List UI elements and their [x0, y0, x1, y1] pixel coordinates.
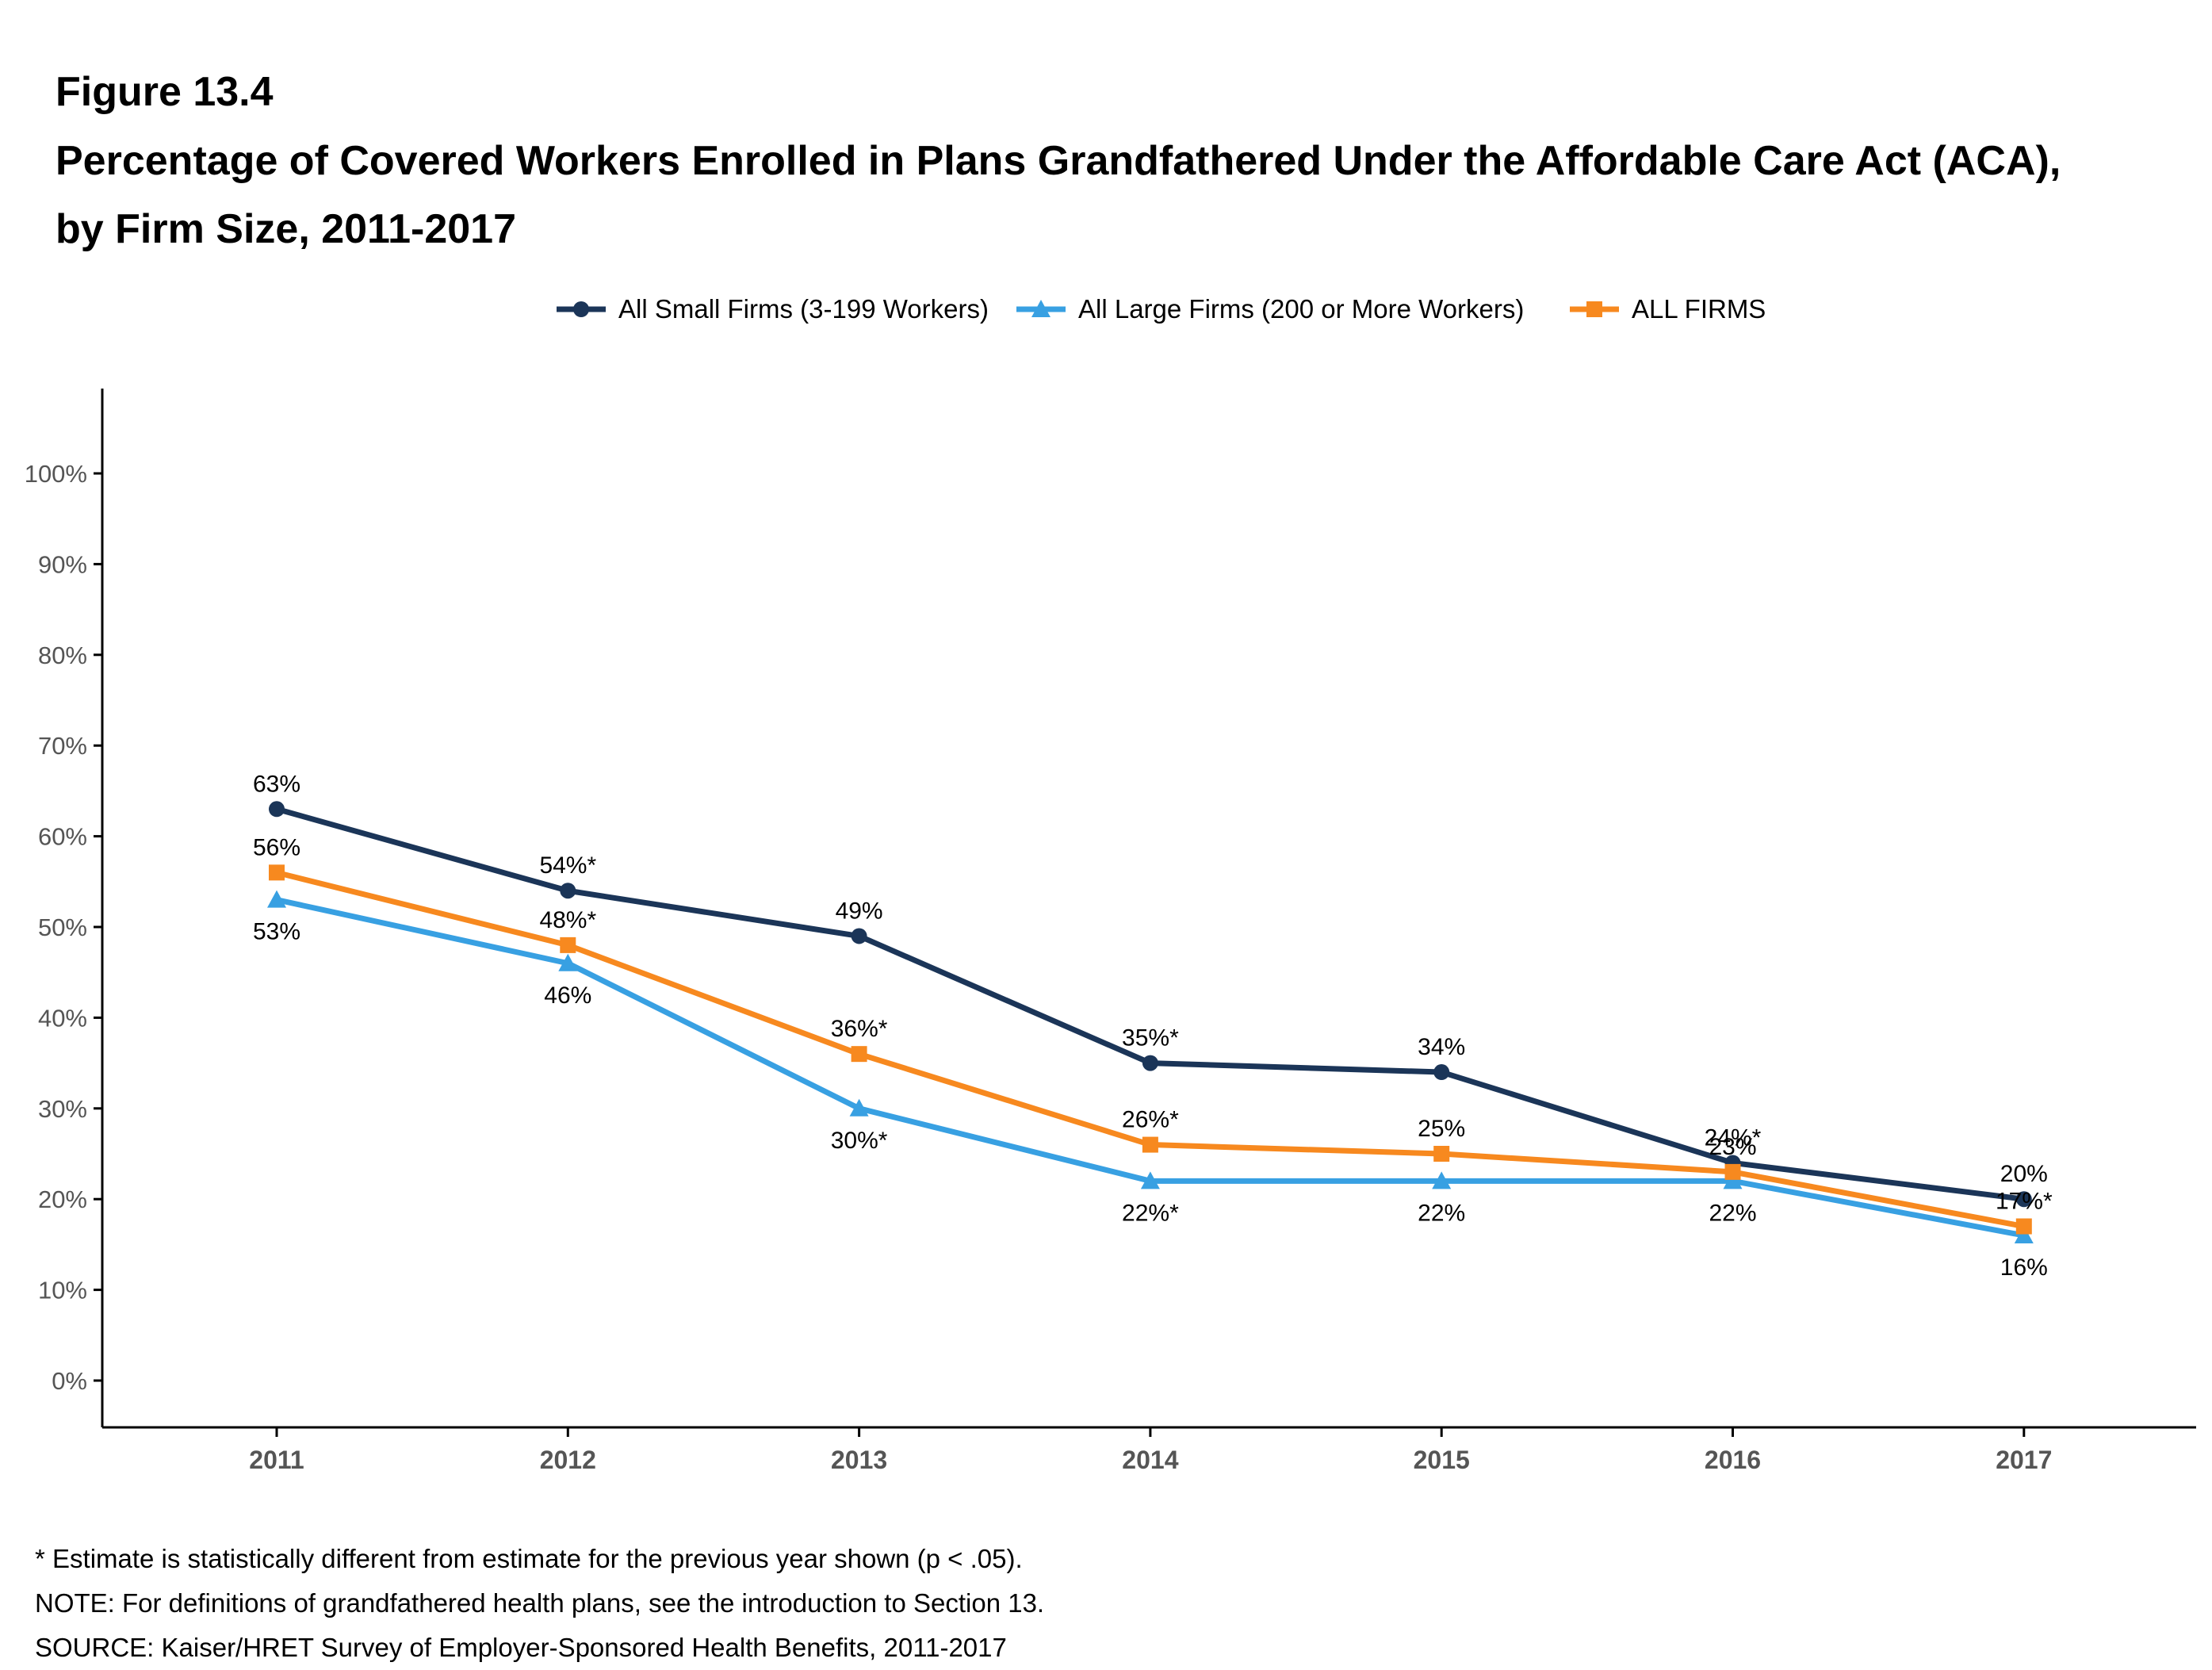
x-tick-label: 2012	[540, 1446, 596, 1474]
legend-item-large-firms: All Large Firms (200 or More Workers)	[1015, 285, 1524, 333]
data-label: 17%*	[1996, 1189, 2053, 1215]
data-point	[560, 883, 576, 899]
legend-label: All Small Firms (3-199 Workers)	[618, 294, 989, 324]
x-tick-label: 2016	[1705, 1446, 1761, 1474]
y-tick-label: 10%	[38, 1277, 87, 1304]
chart-notes: * Estimate is statistically different fr…	[35, 1537, 1044, 1670]
data-label: 22%	[1709, 1200, 1756, 1226]
data-label: 46%	[544, 982, 591, 1009]
data-point	[1723, 1171, 1743, 1189]
data-label: 49%	[836, 898, 883, 924]
legend-label: ALL FIRMS	[1632, 294, 1766, 324]
figure-number: Figure 13.4	[55, 69, 274, 115]
data-point	[1142, 1055, 1158, 1071]
data-point	[1433, 1146, 1450, 1162]
legend-item-all-firms: ALL FIRMS	[1568, 285, 1766, 333]
x-tick-label: 2017	[1996, 1446, 2052, 1474]
data-point	[1724, 1163, 1741, 1180]
x-tick-label: 2015	[1414, 1446, 1470, 1474]
data-label: 20%	[2000, 1161, 2048, 1187]
data-point	[851, 1046, 867, 1063]
data-point	[269, 864, 285, 881]
y-tick-label: 100%	[25, 460, 87, 488]
y-tick-label: 0%	[52, 1367, 87, 1395]
series-triangle	[267, 890, 2034, 1243]
y-tick-label: 80%	[38, 642, 87, 669]
figure-title: Percentage of Covered Workers Enrolled i…	[55, 138, 2061, 252]
data-point	[1432, 1171, 1452, 1189]
y-tick-label: 60%	[38, 823, 87, 851]
significance-note: * Estimate is statistically different fr…	[35, 1544, 1023, 1573]
data-label: 23%	[1709, 1134, 1756, 1160]
x-axis-ticks: 2011 2012 2013 2014 2015 2016 2017	[249, 1427, 2052, 1474]
x-tick-label: 2013	[831, 1446, 887, 1474]
data-label: 35%*	[1122, 1025, 1179, 1051]
data-point	[267, 890, 286, 908]
data-point	[1142, 1136, 1158, 1153]
data-label: 53%	[253, 919, 300, 945]
y-tick-label: 20%	[38, 1185, 87, 1213]
series-square	[269, 864, 2032, 1235]
data-label: 24%*	[1705, 1124, 1762, 1151]
y-axis-ticks: 0% 10% 20% 30% 40% 50% 60% 70% 80% 90% 100%	[25, 460, 102, 1395]
definition-note: NOTE: For definitions of grandfathered h…	[35, 1588, 1045, 1618]
data-point	[1433, 1064, 1450, 1081]
data-point	[2015, 1218, 2032, 1235]
data-labels: 63% 54%* 49% 35%* 34% 24%* 20% 53% 46% 30%* 22%* 22…	[253, 771, 2053, 1281]
data-label: 48%*	[539, 907, 596, 933]
data-point	[851, 928, 867, 944]
source-note: SOURCE: Kaiser/HRET Survey of Employer-S…	[35, 1633, 1007, 1662]
data-label: 30%*	[831, 1128, 888, 1154]
data-label: 16%	[2000, 1254, 2048, 1281]
data-label: 25%	[1418, 1116, 1465, 1142]
legend-marker-circle	[557, 301, 606, 317]
data-label: 36%*	[831, 1016, 888, 1042]
data-label: 34%	[1418, 1034, 1465, 1060]
y-tick-label: 90%	[38, 550, 87, 578]
data-point	[269, 801, 285, 818]
data-point	[1140, 1171, 1160, 1189]
data-label: 22%*	[1122, 1200, 1179, 1226]
x-tick-label: 2011	[249, 1446, 304, 1474]
legend-label: All Large Firms (200 or More Workers)	[1078, 294, 1525, 324]
data-point	[558, 953, 578, 971]
chart-series	[267, 801, 2034, 1243]
legend-marker-square	[1570, 301, 1619, 317]
data-point	[560, 937, 576, 953]
y-tick-label: 40%	[38, 1004, 87, 1032]
legend-marker-triangle	[1016, 300, 1066, 317]
y-tick-label: 50%	[38, 914, 87, 941]
data-label: 26%*	[1122, 1107, 1179, 1133]
y-tick-label: 30%	[38, 1095, 87, 1123]
data-label: 63%	[253, 771, 300, 797]
y-tick-label: 70%	[38, 732, 87, 760]
data-point	[2014, 1225, 2034, 1243]
data-point	[849, 1098, 869, 1117]
legend-item-small-firms: All Small Firms (3-199 Workers)	[555, 285, 989, 333]
chart-legend: All Small Firms (3-199 Workers) All Larg…	[0, 285, 2212, 333]
data-label: 56%	[253, 834, 300, 860]
x-tick-label: 2014	[1122, 1446, 1178, 1474]
data-point	[2015, 1191, 2032, 1208]
data-label: 22%	[1418, 1200, 1465, 1226]
data-label: 54%*	[539, 852, 596, 879]
